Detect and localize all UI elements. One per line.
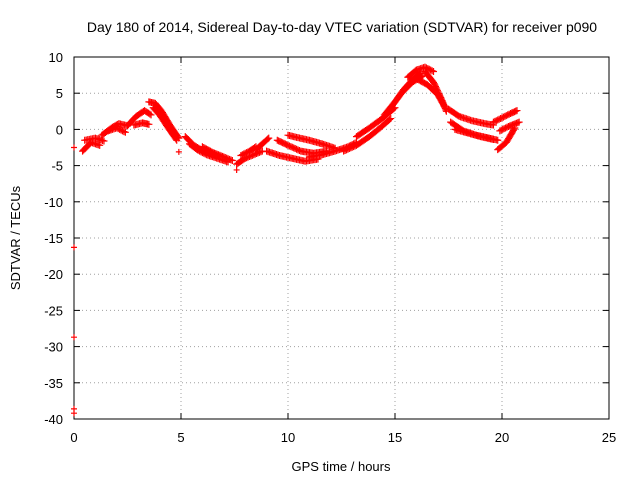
data-point — [489, 136, 497, 144]
data-point — [419, 72, 427, 80]
x-tick-label: 25 — [602, 430, 616, 445]
data-point — [172, 135, 180, 143]
y-tick-label: -40 — [44, 412, 63, 427]
y-tick-label: -5 — [51, 159, 63, 174]
data-point — [173, 136, 181, 144]
data-point — [146, 110, 154, 118]
x-tick-label: 10 — [281, 430, 295, 445]
data-point — [147, 111, 155, 119]
chart-title: Day 180 of 2014, Sidereal Day-to-day VTE… — [87, 19, 597, 35]
y-tick-label: -35 — [44, 376, 63, 391]
y-tick-label: 10 — [49, 50, 63, 65]
x-tick-label: 15 — [388, 430, 402, 445]
y-tick-label: -15 — [44, 231, 63, 246]
axis-ticks — [73, 56, 610, 420]
data-point — [440, 101, 448, 109]
y-tick-label: -10 — [44, 195, 63, 210]
data-points — [71, 63, 523, 417]
data-point — [100, 137, 108, 145]
data-point — [71, 410, 77, 417]
y-tick-label: -25 — [44, 303, 63, 318]
y-tick-label: 5 — [56, 86, 63, 101]
data-point — [227, 156, 235, 164]
x-tick-label: 0 — [70, 430, 77, 445]
data-point — [513, 107, 521, 115]
data-point — [428, 67, 436, 75]
x-axis-label: GPS time / hours — [292, 459, 391, 474]
data-point — [430, 67, 438, 75]
data-point — [265, 134, 273, 142]
data-point — [71, 244, 77, 251]
data-point — [228, 157, 236, 165]
y-tick-labels: 10 5 0 -5 -10 -15 -20 -25 -30 -35 -40 — [44, 50, 63, 427]
data-point — [515, 118, 523, 126]
data-point — [257, 148, 265, 156]
x-tick-label: 20 — [495, 430, 509, 445]
data-point — [386, 116, 394, 124]
y-tick-label: -20 — [44, 267, 63, 282]
y-axis-label: SDTVAR / TECUs — [8, 185, 23, 290]
data-point — [121, 128, 129, 136]
y-tick-label: 0 — [56, 122, 63, 137]
data-point — [387, 115, 395, 123]
data-point — [175, 148, 182, 155]
data-point — [440, 102, 448, 110]
data-point — [233, 166, 240, 173]
x-tick-label: 5 — [177, 430, 184, 445]
data-point — [145, 120, 153, 128]
data-point — [71, 334, 77, 341]
x-tick-labels: 0 5 10 15 20 25 — [70, 430, 616, 445]
data-point — [264, 135, 272, 143]
data-point — [494, 136, 502, 144]
y-tick-label: -30 — [44, 340, 63, 355]
data-point — [71, 144, 77, 151]
data-point — [120, 128, 128, 136]
